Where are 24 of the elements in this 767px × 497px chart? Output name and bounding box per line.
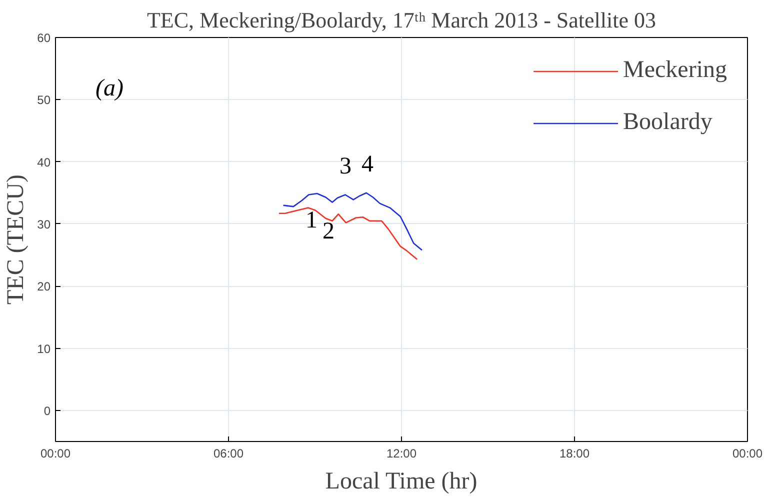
- y-tick-label: 40: [37, 155, 51, 170]
- annotation: 3: [340, 154, 352, 180]
- x-tick-label: 00:00: [732, 446, 763, 460]
- y-tick-label: 50: [37, 93, 51, 108]
- annotation: (a): [96, 76, 124, 102]
- x-tick-label: 12:00: [386, 446, 417, 460]
- y-tick-label: 30: [37, 217, 51, 232]
- x-tick-label: 18:00: [559, 446, 590, 460]
- y-tick-label: 10: [37, 342, 51, 356]
- annotation: 2: [322, 218, 334, 244]
- annotation: 1: [306, 208, 318, 234]
- x-tick-label: 00:00: [40, 446, 71, 460]
- annotation: 4: [362, 152, 374, 178]
- y-tick-label: 20: [37, 280, 51, 294]
- x-tick-label: 06:00: [213, 446, 244, 460]
- line-series: [278, 207, 418, 260]
- line-series: [282, 192, 423, 251]
- legend-label: Boolardy: [623, 109, 712, 136]
- y-tick-label: 0: [44, 404, 51, 418]
- legend-label: Meckering: [623, 57, 727, 84]
- chart-title: TEC, Meckering/Boolardy, 17ᵗʰ March 2013 - Satellite 03: [146, 8, 656, 32]
- y-tick-label: 60: [37, 31, 51, 45]
- y-axis-title: TEC (TECU): [3, 174, 30, 304]
- x-axis-title: Local Time (hr): [325, 468, 478, 494]
